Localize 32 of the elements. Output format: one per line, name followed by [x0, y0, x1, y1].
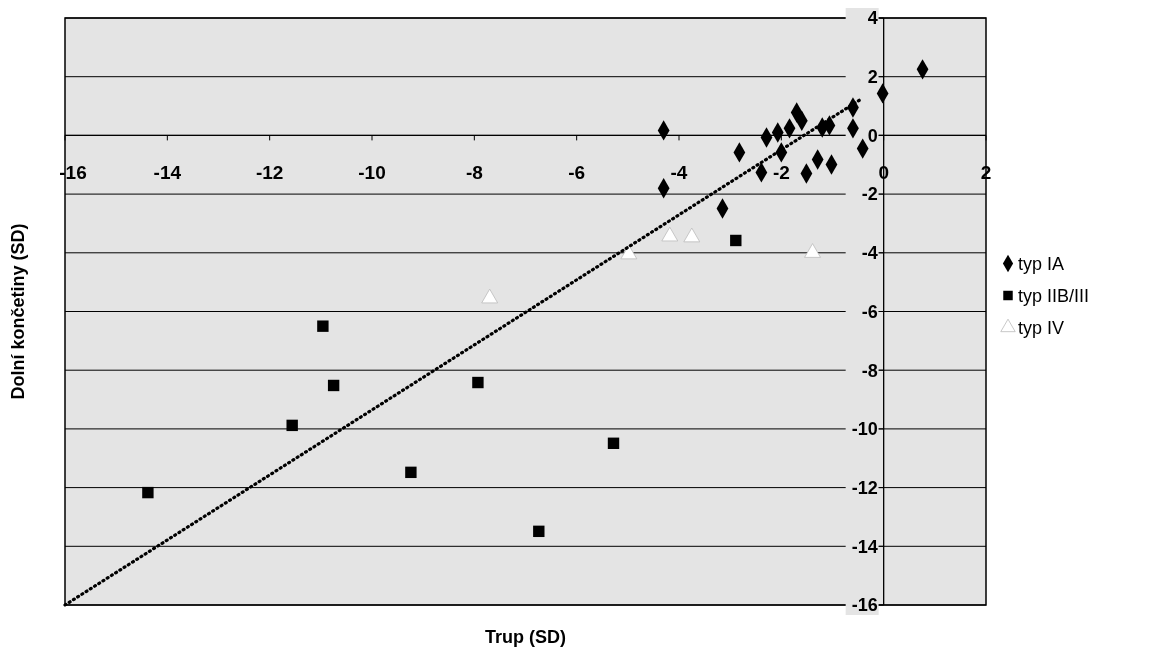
y-tick-label: -4	[861, 243, 878, 264]
point	[317, 320, 329, 332]
point	[142, 486, 154, 499]
x-tick-label: -6	[568, 162, 586, 184]
y-tick-label: -2	[861, 184, 878, 205]
point	[405, 466, 417, 479]
y-tick-label: -8	[861, 360, 878, 381]
legend-label: typ IA	[1018, 253, 1065, 274]
x-tick-label: -10	[358, 162, 386, 184]
y-tick-label: -14	[851, 536, 878, 557]
y-axis-title: Dolní končetiny (SD)	[8, 223, 28, 400]
x-tick-label: -4	[670, 162, 688, 184]
x-tick-label: -8	[465, 162, 483, 184]
y-tick-label: 4	[867, 8, 878, 29]
y-tick-label: -12	[851, 477, 878, 498]
x-tick-label: -2	[772, 162, 790, 184]
y-tick-label: -6	[861, 301, 878, 322]
legend-label: typ IV	[1018, 317, 1065, 338]
x-axis-title: Trup (SD)	[485, 627, 566, 647]
x-tick-label: -12	[255, 162, 284, 184]
point	[533, 525, 545, 538]
y-tick-label: 2	[867, 67, 878, 87]
point	[327, 379, 340, 392]
y-tick-label: -16	[851, 595, 878, 616]
point	[286, 419, 298, 432]
x-tick-label: -14	[153, 162, 182, 184]
legend-label: typ IIB/III	[1018, 285, 1090, 306]
y-tick-label: -10	[851, 419, 878, 440]
point	[607, 437, 620, 449]
point	[472, 376, 484, 389]
point	[730, 234, 742, 247]
y-tick-label: 0	[867, 125, 878, 146]
